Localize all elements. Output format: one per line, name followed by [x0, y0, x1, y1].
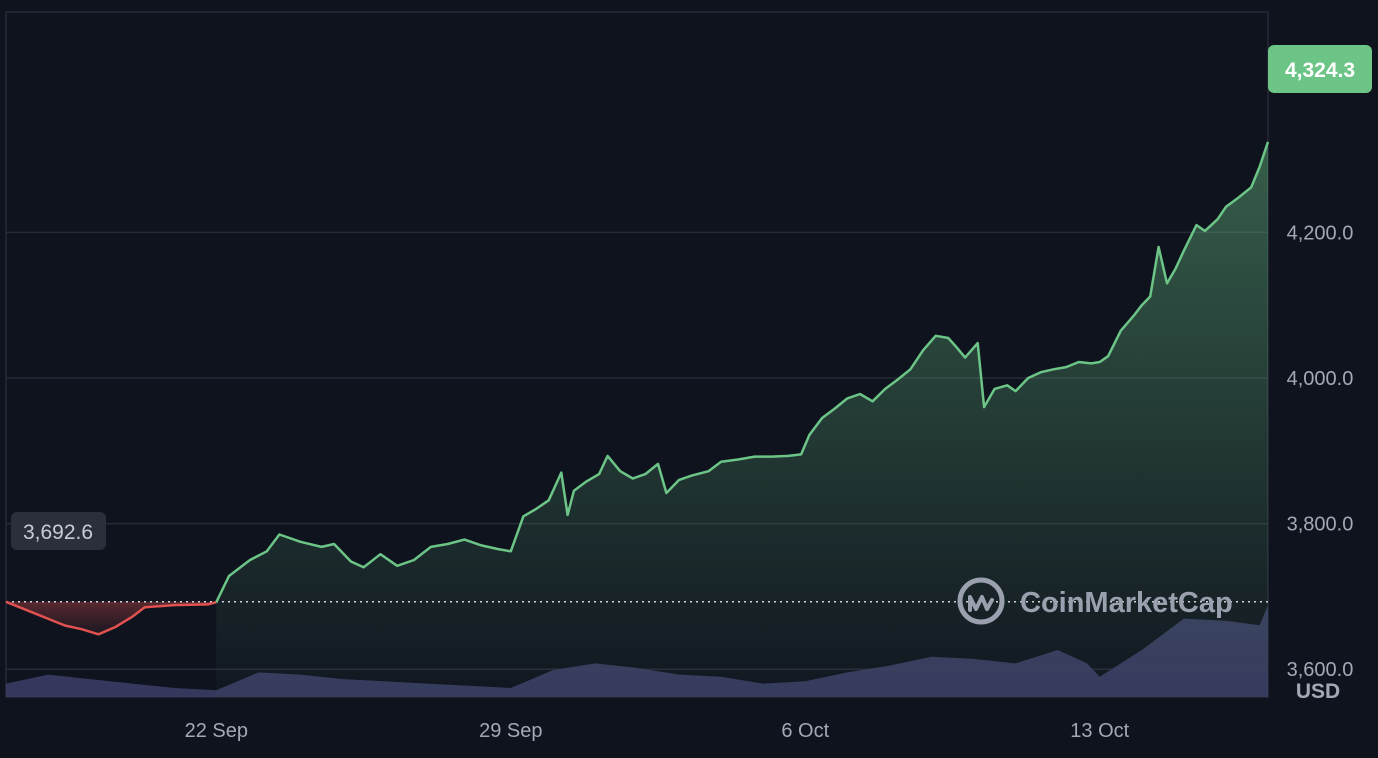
last-price-badge-bg: [1268, 45, 1372, 93]
y-tick-label: 4,200.0: [1287, 222, 1354, 244]
x-tick-label: 13 Oct: [1070, 720, 1129, 742]
x-axis: 22 Sep 29 Sep 6 Oct 13 Oct: [185, 720, 1130, 742]
up-line: [215, 141, 1270, 603]
watermark-text: CoinMarketCap: [1020, 587, 1233, 619]
coinmarketcap-icon: [957, 577, 1005, 625]
baseline-value: 3,692.6: [23, 521, 93, 544]
down-line: [5, 600, 217, 636]
y-tick-label: 4,000.0: [1287, 368, 1354, 390]
price-line: [5, 141, 1270, 636]
coinmarketcap-logo: CoinMarketCap: [957, 577, 1233, 625]
y-tick-label: 3,800.0: [1287, 514, 1354, 536]
baseline-badge: 3,692.6: [11, 512, 106, 550]
x-tick-label: 6 Oct: [781, 720, 829, 742]
y-axis: 4,200.0 4,000.0 3,800.0 3,600.0: [1287, 222, 1354, 681]
last-price-value: 4,324.3: [1285, 59, 1355, 82]
baseline-badge-bg: [11, 512, 106, 550]
y-tick-label: 3,600.0: [1287, 659, 1354, 681]
up-area-fill: [216, 141, 1268, 697]
price-area: [6, 141, 1268, 697]
down-area-fill: [6, 601, 217, 635]
currency-label: USD: [1296, 680, 1340, 703]
x-tick-label: 29 Sep: [479, 720, 542, 742]
last-price-badge: 4,324.3: [1268, 45, 1372, 93]
x-tick-label: 22 Sep: [185, 720, 248, 742]
